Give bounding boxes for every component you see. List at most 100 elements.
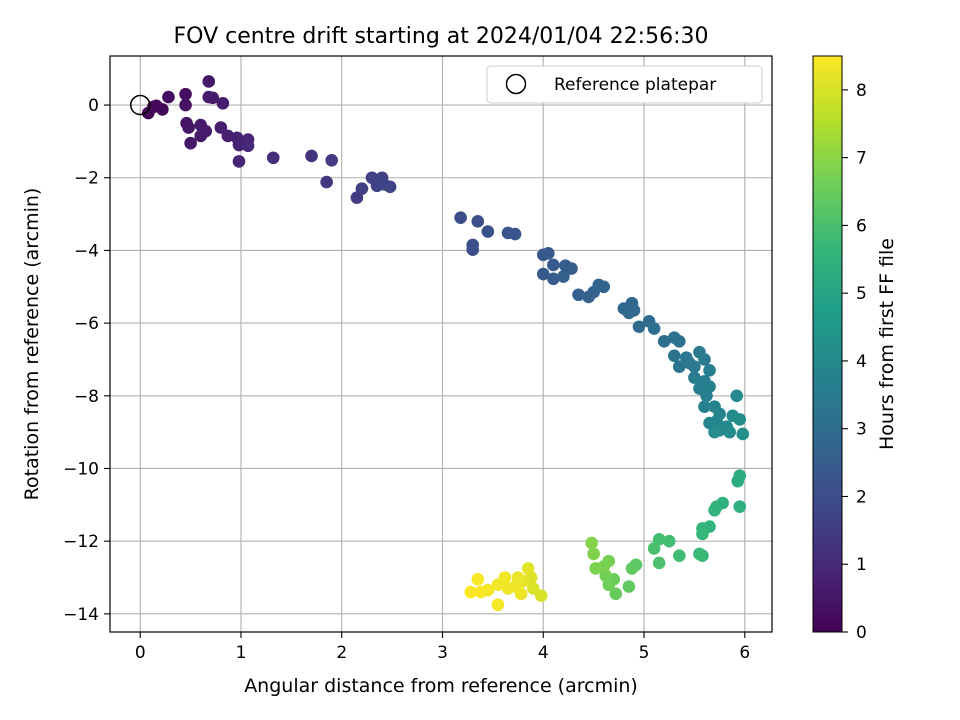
y-axis-label: Rotation from reference (arcmin) xyxy=(21,188,43,501)
colorbar-tick-label: 8 xyxy=(856,81,867,101)
data-point xyxy=(672,334,686,348)
data-point xyxy=(216,96,230,110)
data-point xyxy=(466,243,480,256)
x-tick-label: 0 xyxy=(135,643,146,663)
data-point xyxy=(657,334,671,348)
data-point xyxy=(557,270,570,283)
y-tick-label: −2 xyxy=(74,169,99,189)
legend-box xyxy=(486,65,763,104)
x-tick-label: 3 xyxy=(437,643,448,663)
data-point xyxy=(597,280,611,294)
data-point xyxy=(305,149,318,163)
x-axis-label: Angular distance from reference (arcmin) xyxy=(244,675,638,697)
data-point xyxy=(474,585,488,599)
data-point xyxy=(355,182,369,195)
colorbar-ticks: 0 1 2 3 4 5 6 7 8 xyxy=(842,81,867,643)
data-point xyxy=(547,272,560,286)
colorbar-tick-label: 2 xyxy=(856,487,867,507)
y-tick-label: −8 xyxy=(74,387,99,407)
data-point xyxy=(241,139,255,153)
data-point xyxy=(609,587,623,601)
data-point xyxy=(232,138,246,152)
data-point xyxy=(647,542,661,555)
data-point xyxy=(622,306,636,320)
data-point xyxy=(662,534,676,548)
data-point xyxy=(320,175,333,189)
data-point xyxy=(736,427,750,441)
data-point xyxy=(471,215,485,228)
colorbar-tick-label: 6 xyxy=(856,216,867,236)
data-point xyxy=(572,288,585,302)
data-point xyxy=(667,349,681,363)
data-point xyxy=(688,371,701,384)
y-tick-label: −6 xyxy=(74,314,99,334)
y-tick-label: −10 xyxy=(63,459,99,479)
data-point xyxy=(501,582,515,595)
data-point xyxy=(162,90,175,104)
data-point xyxy=(156,103,169,116)
data-point xyxy=(698,353,711,366)
data-point xyxy=(565,262,578,275)
data-point xyxy=(652,556,666,570)
colorbar-gradient xyxy=(812,55,843,633)
data-point xyxy=(521,562,535,575)
data-point xyxy=(491,578,505,592)
x-tick-label: 6 xyxy=(739,643,750,663)
x-tick-label: 1 xyxy=(236,643,247,663)
data-point xyxy=(179,98,192,112)
data-point xyxy=(647,322,661,335)
data-point xyxy=(199,124,213,138)
colorbar: 0 1 2 3 4 5 6 7 8 Hours from first FF file xyxy=(812,55,898,643)
data-point xyxy=(625,562,639,575)
data-point xyxy=(708,425,721,439)
data-point xyxy=(536,267,550,281)
y-tick-label: −4 xyxy=(74,241,99,261)
colorbar-tick-label: 7 xyxy=(856,149,867,169)
x-tick-label: 5 xyxy=(639,643,650,663)
data-point xyxy=(182,121,195,134)
colorbar-tick-label: 5 xyxy=(856,284,867,304)
plot-frame xyxy=(109,55,773,633)
x-tick-label: 4 xyxy=(538,643,549,663)
data-point xyxy=(534,589,548,602)
colorbar-label: Hours from first FF file xyxy=(876,238,898,450)
data-point xyxy=(547,258,560,272)
y-tick-label: −12 xyxy=(63,532,99,552)
data-point xyxy=(730,389,744,403)
data-point xyxy=(325,153,338,167)
data-point xyxy=(179,87,192,101)
data-point xyxy=(733,413,747,426)
data-point xyxy=(703,364,716,377)
data-point xyxy=(141,106,155,120)
data-point xyxy=(464,585,478,599)
data-point xyxy=(266,151,280,165)
x-tick-label: 2 xyxy=(336,643,347,663)
data-point xyxy=(383,180,397,194)
data-point xyxy=(514,587,528,601)
data-point xyxy=(481,225,495,238)
data-point xyxy=(703,380,716,394)
y-tick-label: 0 xyxy=(88,96,99,116)
data-point xyxy=(471,573,485,586)
legend: Reference platepar xyxy=(486,65,763,104)
data-point xyxy=(632,320,646,334)
data-point xyxy=(214,121,228,134)
data-point xyxy=(491,598,505,612)
data-point xyxy=(508,227,522,241)
colorbar-tick-label: 3 xyxy=(856,420,867,440)
scatter-points xyxy=(129,75,750,612)
chart-title: FOV centre drift starting at 2024/01/04 … xyxy=(174,24,709,49)
data-point xyxy=(672,360,686,374)
data-point xyxy=(731,474,745,488)
legend-marker xyxy=(505,73,527,95)
data-point xyxy=(688,360,701,374)
data-point xyxy=(672,549,686,562)
data-point xyxy=(589,562,602,575)
data-point xyxy=(206,91,220,105)
colorbar-tick-label: 1 xyxy=(856,555,867,575)
colorbar-tick-label: 4 xyxy=(856,352,867,372)
data-point xyxy=(585,536,598,550)
colorbar-tick-label: 0 xyxy=(856,623,867,643)
data-point xyxy=(696,527,709,541)
data-point xyxy=(526,582,540,595)
